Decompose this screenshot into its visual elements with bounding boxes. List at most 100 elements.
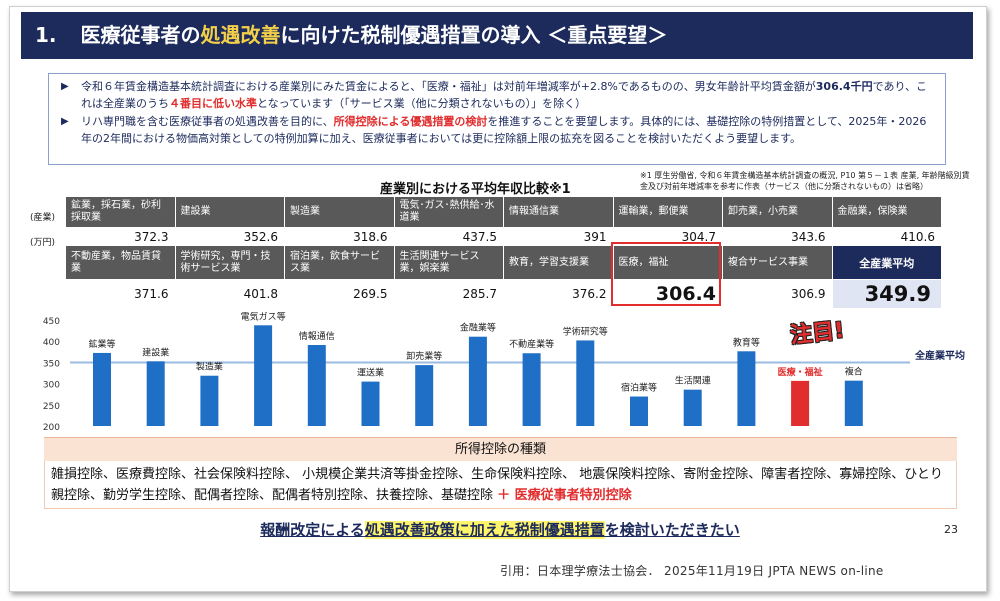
summary-run: 令和６年賃金構造基本統計調査における産業別にみた賃金によると、「医療・福祉」は対… — [81, 80, 816, 93]
bar — [844, 380, 863, 426]
highlight-box-medical — [611, 242, 721, 306]
bar — [522, 353, 541, 426]
table-value-cell: 343.6 — [723, 228, 832, 246]
bar — [468, 336, 487, 426]
table-header-cell: 複合サービス事業 — [723, 246, 832, 279]
bar — [683, 389, 702, 426]
footer-highlight-1: 処遇改善政策に加えた — [364, 521, 515, 539]
footer-post: を検討いただきたい — [604, 521, 740, 539]
bar — [415, 365, 434, 426]
table-value-cell: 410.6 — [832, 228, 941, 246]
table-value-cell: 391 — [504, 228, 613, 246]
bar — [200, 375, 219, 426]
y-tick-label: 300 — [43, 381, 60, 391]
bar-label: 電気ガス等 — [241, 312, 286, 322]
table-header-average: 全産業平均 — [832, 246, 941, 279]
bar — [576, 340, 595, 426]
table-header-cell: 不動産業，物品賃貸業 — [66, 246, 175, 279]
table-value-average: 349.9 — [832, 280, 941, 308]
title-number: 1. — [35, 23, 57, 47]
bar-label: 複合 — [845, 366, 863, 378]
summary-point-2: ▶ リハ専門職を含む医療従事者の処遇改善を目的に、所得控除による優遇措置の検討を… — [61, 113, 937, 147]
table-header-cell: 卸売業，小売業 — [723, 197, 832, 227]
deduction-special: ＋ 医療従事者特別控除 — [497, 488, 632, 503]
bar — [791, 380, 810, 426]
summary-run: 306.4千円 — [815, 80, 873, 93]
bullet-arrow-icon: ▶ — [61, 81, 69, 92]
footer-pre: 報酬改定による — [260, 521, 365, 539]
summary-run: ４番目に低い水準 — [169, 97, 257, 110]
table-header-cell: 学術研究，専門・技術サービス業 — [175, 246, 284, 279]
table-header-cell: 鉱業，採石業，砂利採取業 — [66, 197, 175, 227]
summary-run: を推進することを要望します。具体的には、基礎控除の特例措置として、2025年・2… — [81, 115, 927, 145]
table-value-cell: 437.5 — [394, 228, 503, 246]
unit-industry-label: (産業) — [30, 213, 56, 223]
table-header-cell: 教育，学習支援業 — [504, 246, 613, 279]
bar — [254, 325, 273, 426]
table-header-cell: 建設業 — [175, 197, 284, 227]
bar-label: 不動産業等 — [509, 338, 554, 350]
summary-point-1: ▶ 令和６年賃金構造基本統計調査における産業別にみた賃金によると、「医療・福祉」… — [61, 78, 937, 112]
page-title: 1. 医療従事者の処遇改善に向けた税制優遇措置の導入 ＜重点要望＞ — [21, 12, 973, 59]
table-header-cell: 宿泊業，飲食サービス業 — [285, 246, 394, 279]
bar — [146, 361, 165, 426]
bar — [630, 396, 648, 426]
bar-label: 金融業等 — [460, 322, 496, 334]
attention-callout: 注目! — [789, 318, 846, 349]
citation: 引用：日本理学療法士協会． 2025年11月19日 JPTA NEWS on-l… — [500, 564, 884, 578]
table-value-cell: 376.2 — [504, 280, 613, 308]
table-header-cell: 金融業，保険業 — [832, 197, 941, 227]
bar-label: 製造業 — [196, 361, 223, 373]
table-header-cell: 製造業 — [285, 197, 394, 227]
table-value-cell: 352.6 — [175, 228, 284, 246]
bar — [307, 345, 326, 426]
table-title: 産業別における平均年収比較※1 — [380, 182, 571, 197]
bar-label: 学術研究等 — [563, 325, 608, 337]
footer-highlight-2: 税制優遇措置 — [514, 521, 605, 539]
table-value-cell: 401.8 — [175, 280, 284, 308]
unit-yen-label: (万円) — [30, 238, 56, 248]
deduction-header: 所得控除の種類 — [44, 437, 957, 461]
table-value-cell: 269.5 — [285, 280, 394, 308]
y-tick-label: 350 — [43, 359, 60, 369]
table-header-cell: 運輸業，郵便業 — [613, 197, 722, 227]
bar — [93, 352, 111, 426]
bar-label: 宿泊業等 — [621, 382, 657, 394]
deduction-list: 雑損控除、医療費控除、社会保険料控除、 小規模企業共済等掛金控除、生命保険料控除… — [44, 461, 957, 509]
bar-label: 鉱業等 — [88, 338, 115, 350]
table-header-cell: 医療，福祉 — [613, 246, 722, 279]
bar-label: 生活関連 — [675, 375, 711, 387]
bar — [737, 351, 756, 426]
summary-text-1: 令和６年賃金構造基本統計調査における産業別にみた賃金によると、「医療・福祉」は対… — [81, 80, 927, 110]
table-value-cell: 285.7 — [394, 280, 503, 308]
bar-label: 運送業 — [357, 367, 384, 379]
table-footnote: ※1 厚生労働省, 令和６年賃金構造基本統計調査の概況, P10 第５－１表 産… — [640, 171, 970, 191]
y-tick-label: 250 — [43, 402, 60, 412]
footer-message: 報酬改定による処遇改善政策に加えた税制優遇措置を検討いただきたい — [0, 519, 1000, 540]
summary-box: ▶ 令和６年賃金構造基本統計調査における産業別にみた賃金によると、「医療・福祉」… — [48, 73, 946, 165]
table-value-cell: 306.9 — [723, 280, 832, 308]
summary-text-2: リハ専門職を含む医療従事者の処遇改善を目的に、所得控除による優遇措置の検討を推進… — [81, 115, 926, 145]
table-value-cell: 304.7 — [613, 228, 722, 246]
bar-label: 医療・福祉 — [778, 366, 823, 378]
average-line-label: 全産業平均 — [915, 351, 965, 362]
bar-label: 情報通信 — [299, 330, 335, 342]
table-header-cell: 生活関連サービス業，娯楽業 — [394, 246, 503, 279]
summary-run: リハ専門職を含む医療従事者の処遇改善を目的に、 — [81, 115, 334, 128]
page-number: 23 — [944, 523, 958, 536]
table-value-cell: 306.4 — [613, 280, 722, 308]
table-header-cell: 電気･ガス･熱供給･水道業 — [394, 197, 503, 227]
y-tick-label: 450 — [43, 317, 60, 327]
title-post: に向けた税制優遇措置の導入 ＜重点要望＞ — [280, 23, 668, 47]
table-value-cell: 371.6 — [66, 280, 175, 308]
bar-label: 建設業 — [142, 346, 169, 358]
table-value-cell: 372.3 — [66, 228, 175, 246]
y-tick-label: 400 — [43, 338, 60, 348]
bar-label: 教育等 — [733, 336, 760, 348]
summary-run: となっています（「サービス業（他に分類されないもの）」を除く） — [257, 97, 587, 110]
summary-run: であり、これは全産業のうち — [81, 80, 928, 110]
deduction-items: 雑損控除、医療費控除、社会保険料控除、 小規模企業共済等掛金控除、生命保険料控除… — [51, 467, 943, 503]
summary-run: 所得控除による優遇措置の検討 — [333, 115, 488, 128]
table-value-cell: 318.6 — [285, 228, 394, 246]
